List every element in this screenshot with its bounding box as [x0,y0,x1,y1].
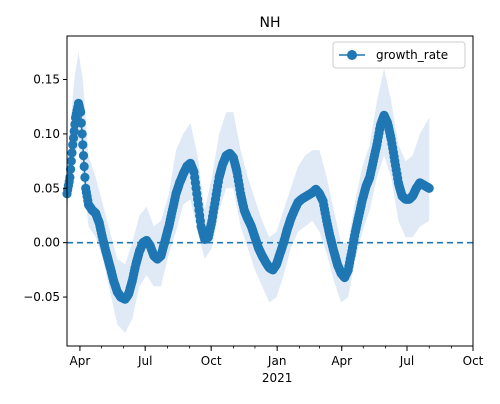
plot-frame [66,35,474,347]
x-tick-label: Oct [463,354,484,368]
y-tick-label: 0.00 [33,236,60,250]
x-tick-label: Apr [70,354,91,368]
data-point [68,133,79,143]
x-tick-label: Jul [399,354,414,368]
data-point [76,118,86,128]
chart-title: NH [260,15,281,31]
data-point [424,183,434,193]
data-point [66,156,76,166]
legend: growth_rate [332,41,466,69]
data-point [80,172,90,182]
y-tick-label: 0.05 [33,181,60,195]
data-point [76,107,86,117]
x-tick-label: Apr [331,354,352,368]
legend-series-marker [347,50,357,60]
data-point [68,140,78,150]
data-point [78,140,88,150]
plot-area: −0.05 0.00 0.05 0.10 0.15 Apr Jul Oct Jan 2021 Apr… [23,35,484,385]
data-point [69,126,79,136]
x-tick-year-label: 2021 [262,371,293,385]
y-tick-label: −0.05 [23,290,60,304]
y-tick-label: 0.15 [33,73,60,87]
data-point [65,172,75,182]
data-point [67,148,77,158]
data-point [79,161,89,172]
x-tick-label: Oct [201,354,222,368]
data-point [77,129,87,139]
y-tick-label: 0.10 [33,127,60,141]
x-tick-label: Jul [137,354,152,368]
data-point [78,151,89,161]
legend-box [332,41,466,69]
x-tick-label: Jan [267,354,287,368]
data-point [66,164,76,174]
legend-series-label: growth_rate [376,48,448,62]
